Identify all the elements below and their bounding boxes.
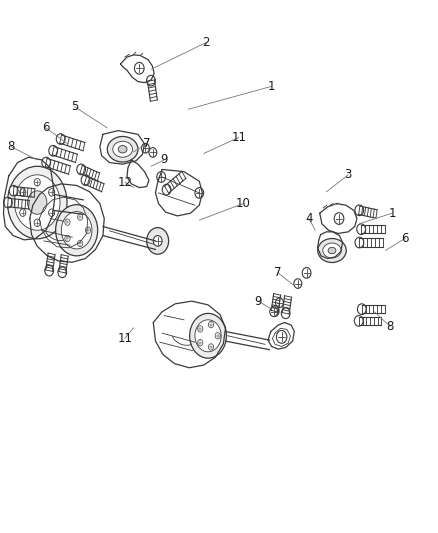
Circle shape: [195, 188, 204, 198]
Circle shape: [198, 340, 203, 346]
Circle shape: [65, 219, 70, 225]
Text: 8: 8: [386, 320, 393, 333]
Circle shape: [276, 330, 287, 343]
Circle shape: [7, 166, 67, 239]
Text: 8: 8: [7, 140, 14, 153]
Text: 1: 1: [388, 207, 396, 220]
Ellipse shape: [328, 247, 336, 254]
Circle shape: [56, 205, 98, 256]
Circle shape: [49, 146, 57, 156]
Text: 6: 6: [42, 122, 50, 134]
Circle shape: [9, 185, 18, 196]
Circle shape: [28, 191, 47, 214]
Circle shape: [49, 189, 55, 196]
Text: 11: 11: [117, 332, 132, 345]
Circle shape: [20, 209, 26, 216]
Circle shape: [195, 320, 221, 352]
Ellipse shape: [107, 136, 138, 162]
Ellipse shape: [323, 243, 341, 258]
Circle shape: [355, 237, 364, 248]
Text: 5: 5: [71, 100, 78, 113]
Circle shape: [334, 213, 344, 224]
Text: 2: 2: [202, 36, 210, 49]
Circle shape: [134, 62, 144, 74]
Circle shape: [56, 134, 65, 144]
Circle shape: [147, 228, 169, 254]
Text: 6: 6: [401, 232, 409, 245]
Text: 1: 1: [268, 80, 276, 93]
Circle shape: [149, 148, 157, 157]
Circle shape: [141, 143, 149, 153]
Circle shape: [276, 298, 283, 308]
Circle shape: [85, 227, 91, 233]
Circle shape: [20, 189, 26, 196]
Circle shape: [162, 184, 171, 195]
Ellipse shape: [118, 146, 127, 153]
Text: 4: 4: [305, 212, 313, 225]
Circle shape: [77, 164, 85, 175]
Ellipse shape: [113, 141, 132, 157]
Circle shape: [14, 175, 60, 230]
Text: 10: 10: [236, 197, 251, 210]
Text: 12: 12: [117, 176, 132, 189]
Circle shape: [354, 316, 363, 326]
Text: 9: 9: [160, 154, 168, 166]
Text: 7: 7: [143, 138, 151, 150]
Circle shape: [78, 214, 83, 220]
Circle shape: [355, 205, 364, 216]
Text: 11: 11: [231, 131, 246, 144]
Circle shape: [270, 306, 279, 317]
Text: 9: 9: [254, 295, 262, 308]
Ellipse shape: [318, 239, 346, 263]
Circle shape: [34, 219, 40, 227]
Circle shape: [147, 75, 155, 86]
Circle shape: [357, 304, 366, 314]
Circle shape: [198, 326, 203, 332]
Circle shape: [190, 313, 226, 358]
Circle shape: [65, 235, 70, 241]
Text: 3: 3: [345, 168, 352, 181]
Circle shape: [49, 209, 55, 216]
Circle shape: [208, 321, 214, 328]
Circle shape: [34, 179, 40, 186]
Circle shape: [45, 265, 53, 276]
Circle shape: [357, 224, 365, 235]
Text: 7: 7: [274, 266, 282, 279]
Circle shape: [153, 236, 162, 246]
Circle shape: [78, 240, 83, 247]
Circle shape: [81, 175, 90, 185]
Circle shape: [157, 172, 166, 182]
Circle shape: [4, 197, 12, 208]
Circle shape: [302, 268, 311, 278]
Circle shape: [215, 333, 220, 339]
Circle shape: [281, 308, 290, 319]
Circle shape: [270, 307, 278, 317]
Circle shape: [208, 344, 214, 350]
Circle shape: [61, 212, 92, 249]
Circle shape: [58, 267, 67, 278]
Circle shape: [294, 279, 302, 288]
Circle shape: [42, 157, 50, 168]
